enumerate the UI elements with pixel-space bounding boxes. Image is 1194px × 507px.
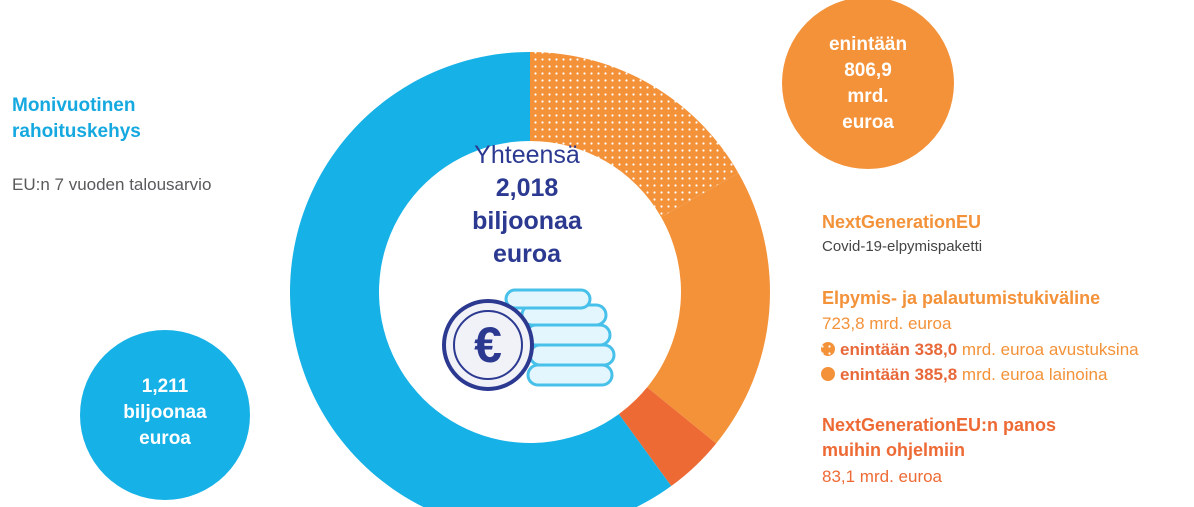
rrf-amount: 723,8 mrd. euroa (822, 314, 952, 333)
ngeu-bubble (782, 0, 954, 169)
bubble-text: biljoonaa (123, 402, 207, 423)
bubble-text: euroa (842, 112, 894, 133)
donut-segment (530, 52, 739, 218)
bubble-text: 1,211 (142, 376, 189, 397)
donut (290, 52, 771, 507)
donut-segment (647, 173, 771, 444)
mff-bubble (80, 330, 250, 500)
svg-text:€: € (474, 317, 502, 373)
loans-bold: enintään 385,8 (840, 365, 957, 384)
other-title: muihin ohjelmiin (822, 440, 965, 460)
donut-segment (618, 387, 717, 487)
grants-text: enintään 338,0 mrd. euroa avustuksina (840, 340, 1139, 359)
mff-title: Monivuotinen (12, 95, 135, 116)
bubble-text: enintään (829, 34, 907, 55)
bubble-text: euroa (139, 428, 191, 449)
loans-rest: mrd. euroa lainoina (962, 365, 1108, 384)
donut-segment (290, 52, 672, 507)
loans-icon (821, 367, 835, 381)
coins-icon: € (442, 288, 616, 391)
other-amount: 83,1 mrd. euroa (822, 467, 943, 486)
bubble-text: 806,9 (844, 60, 892, 81)
ngeu-title: NextGenerationEU (822, 212, 981, 232)
grants-bold: enintään 338,0 (840, 340, 957, 359)
center-text: biljoonaa (472, 207, 583, 235)
mff-subtitle: EU:n 7 vuoden talousarvio (12, 175, 211, 194)
other-title: NextGenerationEU:n panos (822, 415, 1056, 435)
rrf-title: Elpymis- ja palautumistukiväline (822, 288, 1100, 308)
loans-text: enintään 385,8 mrd. euroa lainoina (840, 365, 1108, 384)
ngeu-subtitle: Covid-19-elpymispaketti (822, 238, 982, 255)
center-text: Yhteensä (474, 141, 580, 169)
mff-title: rahoituskehys (12, 121, 141, 142)
grants-rest: mrd. euroa avustuksina (962, 340, 1139, 359)
grants-icon (821, 342, 835, 356)
center-text: euroa (493, 240, 562, 268)
center-text: 2,018 (496, 174, 559, 202)
bubble-text: mrd. (847, 86, 888, 107)
